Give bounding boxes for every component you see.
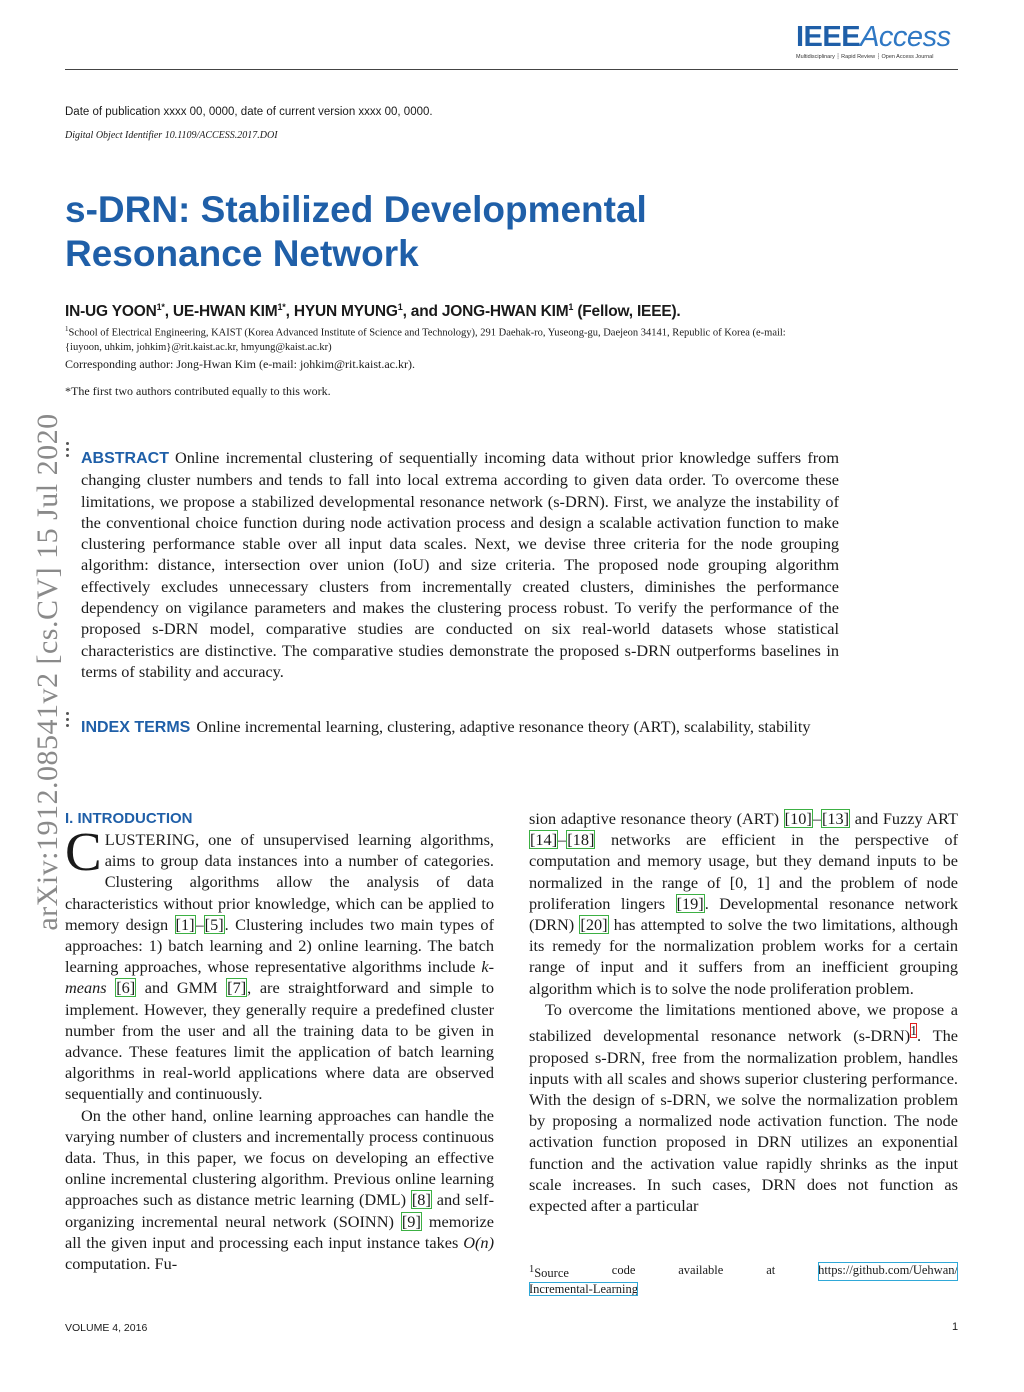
text-run: . The proposed s-DRN, free from the norm… xyxy=(529,1026,958,1216)
title-line-2: Resonance Network xyxy=(65,233,419,274)
affiliation-mark: 1 xyxy=(65,325,69,333)
text-run: – xyxy=(195,914,204,934)
left-column: I. INTRODUCTION C LUSTERING, one of unsup… xyxy=(65,808,494,1274)
author-name: HYUN MYUNG xyxy=(293,303,398,321)
text-run: and Fuzzy ART xyxy=(850,809,959,828)
logo-ieee-text: IEEE xyxy=(796,21,861,53)
index-terms-marker-dots xyxy=(66,712,69,730)
citation-link[interactable]: [8] xyxy=(410,1190,432,1210)
logo-tagline: Multidisciplinary ┆ Rapid Review ┆ Open … xyxy=(796,54,934,60)
text-run: computation. Fu- xyxy=(65,1254,178,1274)
math-term: O(n) xyxy=(463,1232,494,1252)
citation-link[interactable]: [13] xyxy=(820,809,851,828)
text-run: On the other hand, online learning appro… xyxy=(65,1105,494,1210)
footnote-word: at xyxy=(766,1263,776,1277)
author-suffix: (Fellow, IEEE). xyxy=(573,303,681,321)
logo-access-text: Access xyxy=(860,21,951,53)
footnote-word: Source xyxy=(534,1266,569,1281)
author-name: IN-UG YOON xyxy=(65,303,157,321)
drop-cap: C xyxy=(65,821,102,882)
citation-link[interactable]: [10] xyxy=(783,809,813,828)
text-run: – xyxy=(812,809,821,828)
text-run: . Developmental resonance network (DRN) xyxy=(529,893,958,935)
footnote-word: available xyxy=(678,1263,724,1277)
author-affiliation-mark: 1 xyxy=(568,302,574,312)
index-terms-text: Online incremental learning, clustering,… xyxy=(196,717,811,736)
ieee-access-logo: IEEEAccess Multidisciplinary ┆ Rapid Rev… xyxy=(796,22,956,60)
corresponding-author: Corresponding author: Jong-Hwan Kim (e-m… xyxy=(65,357,415,371)
math-term: k-means xyxy=(65,957,494,998)
index-terms-label: INDEX TERMS xyxy=(81,719,191,736)
equal-contribution-note: *The first two authors contributed equal… xyxy=(65,384,331,398)
citation-link[interactable]: [6] xyxy=(115,978,137,998)
author-separator: , xyxy=(164,303,173,321)
abstract-text: Online incremental clustering of sequent… xyxy=(81,448,839,681)
author-affiliation-mark: 1* xyxy=(156,302,165,312)
citation-link[interactable]: [19] xyxy=(675,893,705,913)
text-run: networks are efficient in the perspectiv… xyxy=(529,830,958,913)
text-run: and GMM xyxy=(136,978,227,998)
footnote-word: code xyxy=(611,1263,636,1277)
citation-link[interactable]: [20] xyxy=(579,915,609,935)
footer-volume: VOLUME 4, 2016 xyxy=(65,1322,148,1334)
text-run: – xyxy=(558,830,567,850)
footnote: 1Source code available at https://github… xyxy=(529,1262,958,1297)
author-affiliation-mark: 1* xyxy=(277,302,286,312)
author-separator: , xyxy=(285,303,294,321)
doi: Digital Object Identifier 10.1109/ACCESS… xyxy=(65,130,278,141)
text-run: memorize all the given input and process… xyxy=(65,1211,494,1252)
footnote-mark: 1 xyxy=(529,1264,535,1275)
text-run: To overcome the limitations mentioned ab… xyxy=(529,999,958,1046)
author-separator: , and xyxy=(402,303,442,321)
footnote-link[interactable]: 1 xyxy=(910,1023,917,1039)
citation-link[interactable]: [7] xyxy=(226,978,248,998)
affiliation: 1School of Electrical Engineering, KAIST… xyxy=(65,322,805,355)
source-code-link[interactable]: https://github.com/Uehwan/ xyxy=(818,1262,958,1282)
header-rule xyxy=(65,69,958,70)
paper-title: s-DRN: Stabilized Developmental Resonanc… xyxy=(65,188,647,276)
paragraph: LUSTERING, one of unsupervised learning … xyxy=(65,830,494,1103)
text-run: sion adaptive resonance theory (ART) xyxy=(529,809,784,828)
citation-link[interactable]: [5] xyxy=(203,914,225,934)
page-number: 1 xyxy=(952,1321,959,1333)
citation-link[interactable]: [18] xyxy=(566,830,596,850)
source-code-link-continued[interactable]: Incremental-Learning xyxy=(529,1282,638,1297)
text-run: , are straightforward and simple to impl… xyxy=(65,978,494,1104)
abstract: ABSTRACT Online incremental clustering of… xyxy=(81,447,839,682)
author-affiliation-mark: 1 xyxy=(397,302,403,312)
citation-link[interactable]: [14] xyxy=(529,830,559,850)
affiliation-text: School of Electrical Engineering, KAIST … xyxy=(65,327,786,353)
title-line-1: s-DRN: Stabilized Developmental xyxy=(65,189,647,230)
text-run xyxy=(107,978,116,997)
arxiv-stamp: arXiv:1912.08541v2 [cs.CV] 15 Jul 2020 xyxy=(31,413,64,931)
publication-date: Date of publication xxxx 00, 0000, date … xyxy=(65,106,433,118)
paragraph: sion adaptive resonance theory (ART) [10… xyxy=(529,809,958,998)
citation-link[interactable]: [1] xyxy=(174,914,196,934)
author-name: UE-HWAN KIM xyxy=(172,303,278,321)
section-heading: I. INTRODUCTION xyxy=(65,810,193,827)
text-run: has attempted to solve the two limitatio… xyxy=(529,915,959,998)
author-name: JONG-HWAN KIM xyxy=(441,303,569,321)
text-run: LUSTERING, one of unsupervised learning … xyxy=(65,830,494,934)
paragraph: To overcome the limitations mentioned ab… xyxy=(529,1000,958,1215)
citation-link[interactable]: [9] xyxy=(400,1211,422,1231)
right-column: sion adaptive resonance theory (ART) [10… xyxy=(529,808,958,1216)
abstract-label: ABSTRACT xyxy=(81,450,169,467)
index-terms: INDEX TERMS Online incremental learning, … xyxy=(81,716,839,738)
author-list: IN-UG YOON1*, UE-HWAN KIM1*, HYUN MYUNG1… xyxy=(65,302,681,321)
text-run: . Clustering includes two main types of … xyxy=(65,914,494,977)
abstract-marker-dots xyxy=(66,442,69,460)
text-run: and self-organizing incremental neural n… xyxy=(65,1190,495,1231)
paragraph: On the other hand, online learning appro… xyxy=(65,1106,494,1273)
